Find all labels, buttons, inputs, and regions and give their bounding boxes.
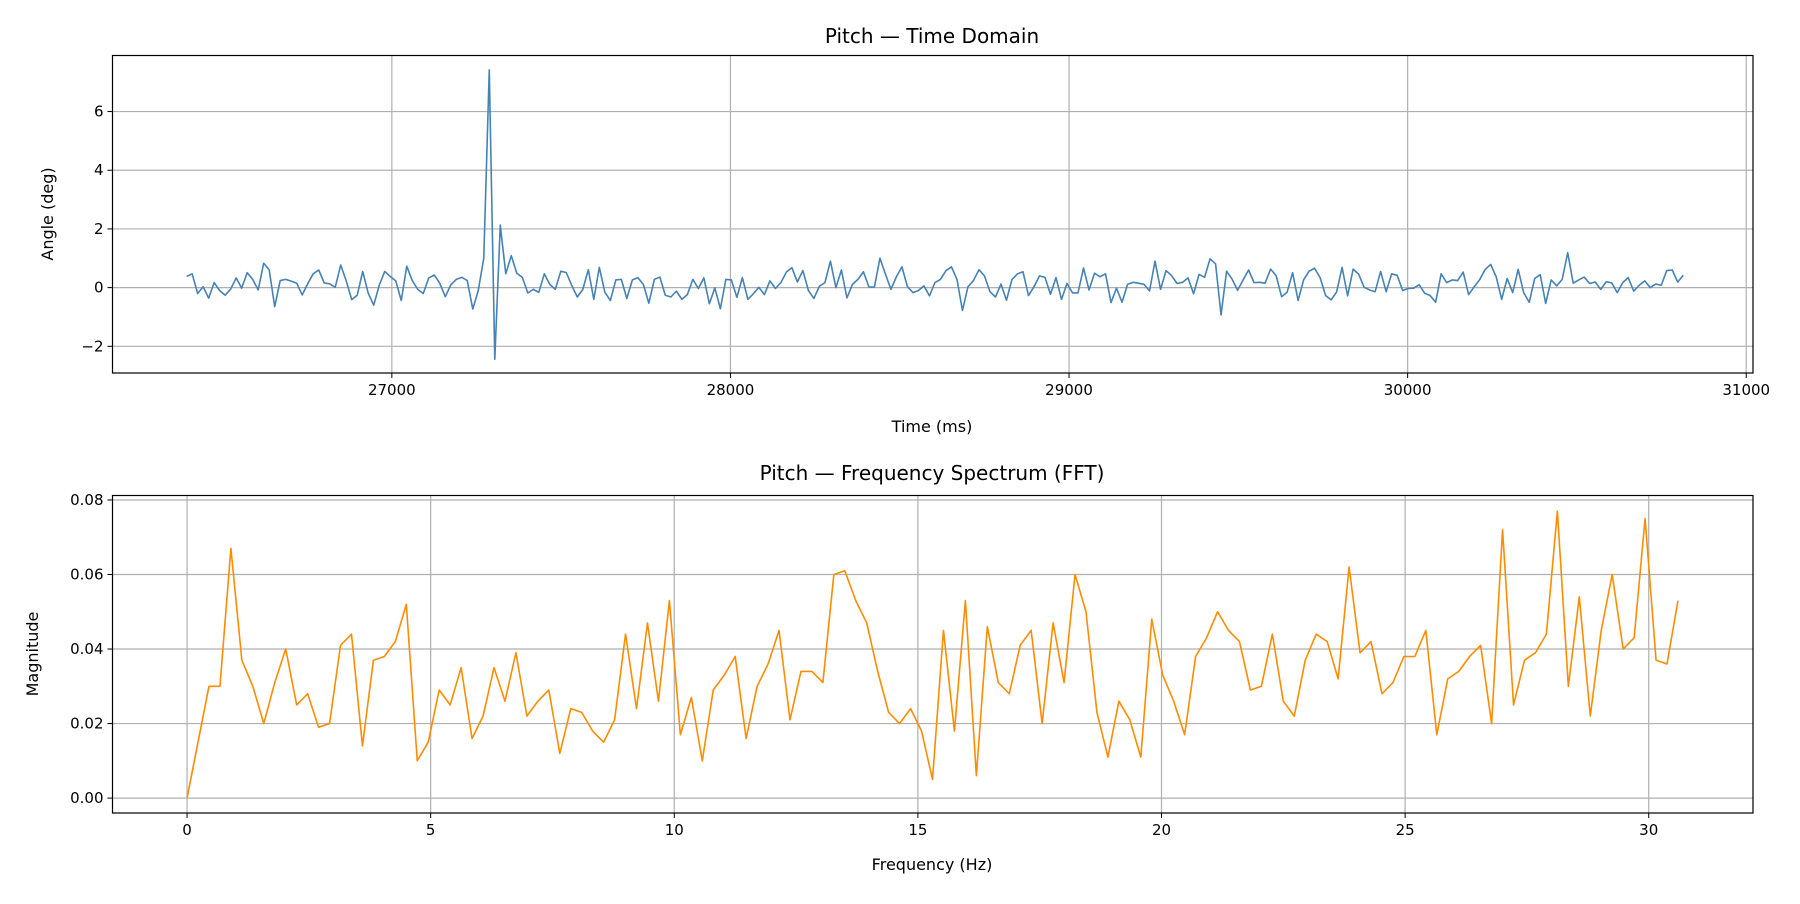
- time-domain-y-tick-label: 4: [94, 161, 104, 179]
- fft-x-tick-label: 25: [1396, 821, 1415, 839]
- time-domain-y-tick-label: 6: [94, 103, 104, 121]
- time-domain-series-line: [186, 69, 1684, 361]
- fft-x-tick-label: 10: [665, 821, 684, 839]
- fft-title: Pitch — Frequency Spectrum (FFT): [760, 461, 1105, 485]
- fft-y-tick-label: 0.04: [70, 640, 103, 658]
- fft-y-tick-label: 0.06: [70, 566, 103, 584]
- fft-xlabel: Frequency (Hz): [872, 855, 993, 874]
- fft-x-tick-label: 20: [1152, 821, 1171, 839]
- time-domain-ylabel: Angle (deg): [38, 167, 57, 260]
- time-domain-x-tick-label: 28000: [707, 381, 755, 399]
- fft-y-tick-label: 0.08: [70, 491, 103, 509]
- time-domain-axes: Pitch — Time Domain Time (ms) Angle (deg…: [38, 24, 1770, 436]
- time-domain-xlabel: Time (ms): [891, 417, 973, 436]
- fft-axes-frame: [111, 494, 1754, 814]
- time-domain-y-tick-label: −2: [81, 337, 103, 355]
- fft-series-line: [186, 510, 1679, 799]
- fft-x-tick-label: 30: [1639, 821, 1658, 839]
- time-domain-title: Pitch — Time Domain: [825, 24, 1039, 48]
- fft-y-tick-label: 0.00: [70, 789, 103, 807]
- fft-x-tick-label: 5: [426, 821, 436, 839]
- time-domain-x-tick-label: 29000: [1045, 381, 1093, 399]
- fft-axes: Pitch — Frequency Spectrum (FFT) Frequen…: [23, 461, 1754, 874]
- time-domain-x-tick-label: 27000: [368, 381, 416, 399]
- fft-x-tick-label: 15: [908, 821, 927, 839]
- fft-y-tick-label: 0.02: [70, 715, 103, 733]
- time-domain-x-tick-label: 31000: [1722, 381, 1770, 399]
- time-domain-y-tick-label: 2: [94, 220, 104, 238]
- fft-x-tick-label: 0: [182, 821, 192, 839]
- time-domain-y-tick-label: 0: [94, 279, 104, 297]
- fft-ylabel: Magnitude: [23, 612, 42, 697]
- time-domain-axes-frame: [111, 54, 1754, 374]
- time-domain-x-tick-label: 30000: [1384, 381, 1432, 399]
